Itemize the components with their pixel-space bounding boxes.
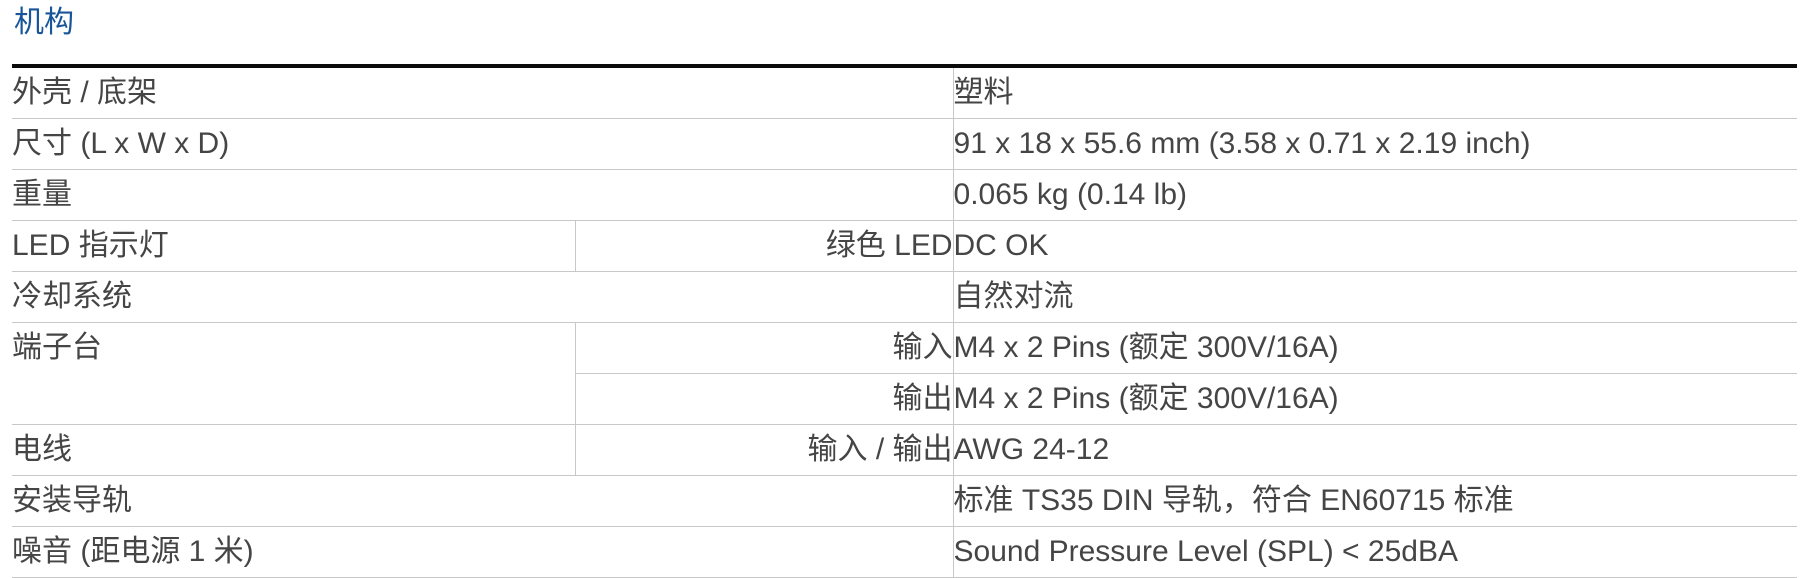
spec-row-din-rail: 安装导轨 标准 TS35 DIN 导轨，符合 EN60715 标准 <box>12 475 1797 527</box>
spec-value-cell: 91 x 18 x 55.6 mm (3.58 x 0.71 x 2.19 in… <box>952 118 1797 170</box>
spec-row-wire: 电线 输入 / 输出 AWG 24-12 <box>12 424 1797 476</box>
spec-section: 机构 外壳 / 底架 塑料 尺寸 (L x W x D) 91 x 18 x 5… <box>12 0 1797 578</box>
spec-row-terminal-input: 端子台 输入 M4 x 2 Pins (额定 300V/16A) <box>12 322 1797 425</box>
spec-row-case: 外壳 / 底架 塑料 <box>12 66 1797 119</box>
spec-value-cell: M4 x 2 Pins (额定 300V/16A) <box>952 373 1797 425</box>
spec-value-cell: 塑料 <box>952 66 1797 119</box>
spec-row-dimensions: 尺寸 (L x W x D) 91 x 18 x 55.6 mm (3.58 x… <box>12 118 1797 170</box>
spec-value-cell: AWG 24-12 <box>952 424 1797 476</box>
spec-label-cell: 噪音 (距电源 1 米) <box>12 526 954 578</box>
spec-value-cell: Sound Pressure Level (SPL) < 25dBA <box>952 526 1797 578</box>
spec-value-cell: 标准 TS35 DIN 导轨，符合 EN60715 标准 <box>952 475 1797 527</box>
spec-label-cell: 冷却系统 <box>12 271 954 323</box>
spec-value-cell: M4 x 2 Pins (额定 300V/16A) <box>952 322 1797 374</box>
spec-sub-cell: 输入 / 输出 <box>574 424 954 476</box>
spec-value-cell: 自然对流 <box>952 271 1797 323</box>
spec-label-cell: 重量 <box>12 169 954 221</box>
spec-sub-cell: 输入 <box>574 322 954 374</box>
spec-label-cell: 尺寸 (L x W x D) <box>12 118 954 170</box>
spec-row-cooling: 冷却系统 自然对流 <box>12 271 1797 323</box>
spec-row-terminal-output: 输出 M4 x 2 Pins (额定 300V/16A) <box>12 373 1797 425</box>
spec-row-noise: 噪音 (距电源 1 米) Sound Pressure Level (SPL) … <box>12 526 1797 578</box>
spec-row-led-indicator: LED 指示灯 绿色 LED DC OK <box>12 220 1797 272</box>
spec-value-cell: DC OK <box>952 220 1797 272</box>
spec-value-cell: 0.065 kg (0.14 lb) <box>952 169 1797 221</box>
spec-label-cell: 端子台 <box>12 322 575 425</box>
spec-label-cell: 安装导轨 <box>12 475 954 527</box>
spec-label-cell: LED 指示灯 <box>12 220 575 272</box>
spec-label-cell: 电线 <box>12 424 575 476</box>
spec-label-cell: 外壳 / 底架 <box>12 66 954 119</box>
spec-row-weight: 重量 0.065 kg (0.14 lb) <box>12 169 1797 221</box>
spec-sub-cell: 绿色 LED <box>574 220 954 272</box>
section-title: 机构 <box>14 6 74 39</box>
spec-sub-cell: 输出 <box>574 373 954 425</box>
mechanical-spec-table: 外壳 / 底架 塑料 尺寸 (L x W x D) 91 x 18 x 55.6… <box>12 64 1797 578</box>
